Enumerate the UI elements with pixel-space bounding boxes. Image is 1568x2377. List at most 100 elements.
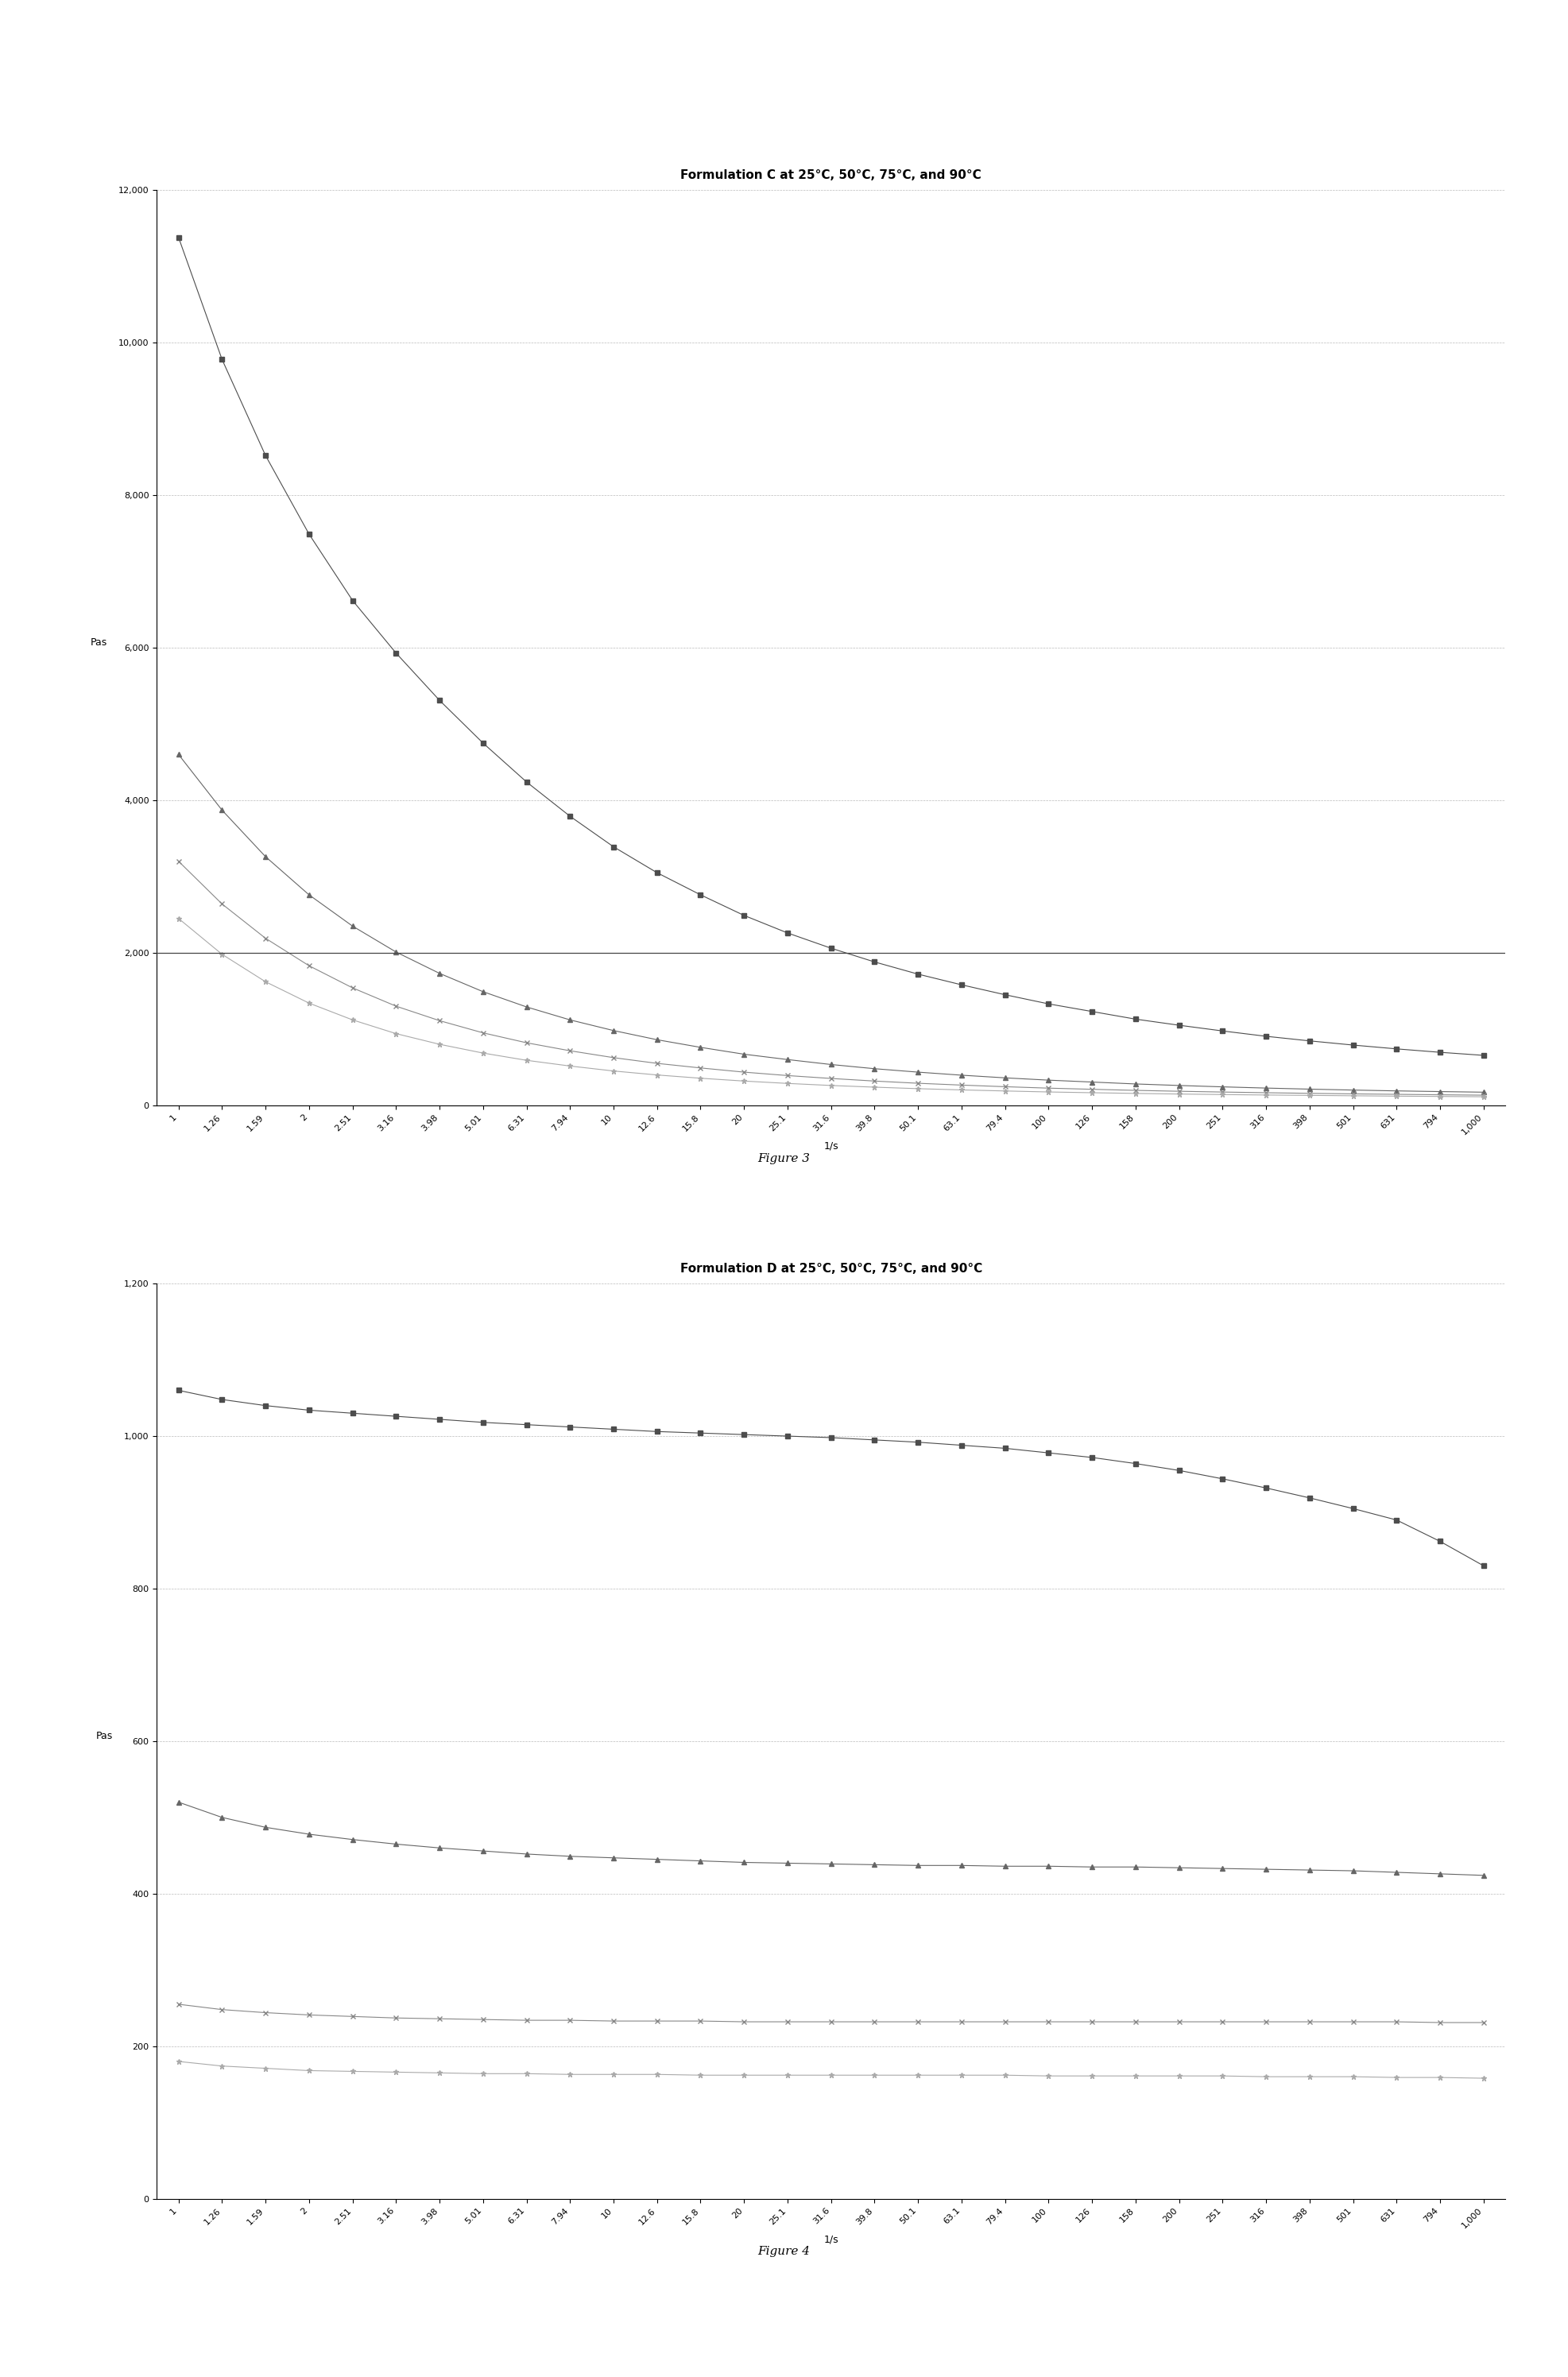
50 °C [1170,1854,1189,1883]
75 °C [561,2006,580,2035]
50 °C [1256,1074,1275,1103]
90 °C [1300,2063,1319,2092]
25 °C [169,1376,188,1405]
50 °C [517,994,536,1022]
50 °C [735,1849,754,1878]
25 °C [1082,998,1101,1027]
90 °C [213,2051,232,2080]
75 °C [778,1060,797,1089]
75 °C [1256,2009,1275,2037]
75 °C [1214,1077,1232,1105]
25 °C [1344,1495,1363,1524]
90 °C [343,2056,362,2085]
75 °C [952,2009,971,2037]
90 °C [387,1020,406,1048]
25 °C [213,345,232,373]
50 °C [169,739,188,768]
25 °C [996,979,1014,1008]
75 °C [1430,2009,1449,2037]
90 °C [561,1051,580,1079]
Y-axis label: Pas: Pas [96,1730,113,1740]
25 °C [1430,1039,1449,1067]
90 °C [169,2047,188,2075]
50 °C [952,1060,971,1089]
X-axis label: 1/s: 1/s [823,1141,839,1150]
75 °C [474,2006,492,2035]
90 °C [952,1077,971,1105]
90 °C [1344,1082,1363,1110]
25 °C [1256,1474,1275,1502]
90 °C [1256,1082,1275,1110]
25 °C [691,1419,710,1448]
75 °C [213,889,232,918]
50 °C [343,913,362,941]
25 °C [213,1386,232,1414]
50 °C [1126,1852,1145,1880]
75 °C [866,2009,884,2037]
25 °C [1474,1041,1493,1070]
75 °C [1344,2009,1363,2037]
75 °C [1214,2009,1232,2037]
75 °C [1082,2009,1101,2037]
25 °C [1126,1005,1145,1034]
75 °C [1474,2009,1493,2037]
Line: 90 °C: 90 °C [176,2058,1486,2080]
25 °C [343,587,362,616]
50 °C [256,1814,274,1842]
25 °C [430,1405,448,1433]
25 °C [1388,1034,1406,1063]
50 °C [996,1852,1014,1880]
75 °C [169,846,188,875]
75 °C [1126,1077,1145,1105]
50 °C [1388,1859,1406,1887]
50 °C [1344,1077,1363,1105]
75 °C [952,1070,971,1098]
Y-axis label: Pas: Pas [89,637,107,647]
90 °C [778,1070,797,1098]
25 °C [908,960,927,989]
75 °C [1300,1079,1319,1108]
25 °C [1170,1457,1189,1486]
75 °C [691,1053,710,1082]
25 °C [517,768,536,796]
25 °C [1214,1464,1232,1493]
50 °C [908,1058,927,1086]
75 °C [561,1036,580,1065]
90 °C [735,1067,754,1096]
75 °C [1170,1077,1189,1105]
90 °C [648,1060,666,1089]
75 °C [735,2009,754,2037]
75 °C [517,1029,536,1058]
90 °C [430,1029,448,1058]
50 °C [866,1055,884,1084]
75 °C [1256,1079,1275,1108]
90 °C [691,2061,710,2089]
50 °C [1256,1854,1275,1883]
90 °C [1170,1079,1189,1108]
90 °C [343,1005,362,1034]
25 °C [648,1417,666,1445]
25 °C [474,1407,492,1436]
90 °C [1126,2061,1145,2089]
75 °C [430,1005,448,1034]
25 °C [1388,1505,1406,1533]
25 °C [604,832,622,860]
50 °C [1344,1856,1363,1885]
75 °C [604,1044,622,1072]
50 °C [1040,1065,1058,1093]
Line: 25 °C: 25 °C [176,1388,1486,1569]
50 °C [561,1005,580,1034]
50 °C [561,1842,580,1871]
90 °C [908,1074,927,1103]
75 °C [387,991,406,1020]
50 °C [213,796,232,825]
75 °C [256,925,274,953]
25 °C [735,1421,754,1450]
50 °C [1040,1852,1058,1880]
90 °C [1082,2061,1101,2089]
25 °C [1040,989,1058,1017]
Line: 25 °C: 25 °C [176,235,1486,1058]
Line: 50 °C: 50 °C [176,1799,1486,1878]
25 °C [1300,1483,1319,1512]
90 °C [735,2061,754,2089]
